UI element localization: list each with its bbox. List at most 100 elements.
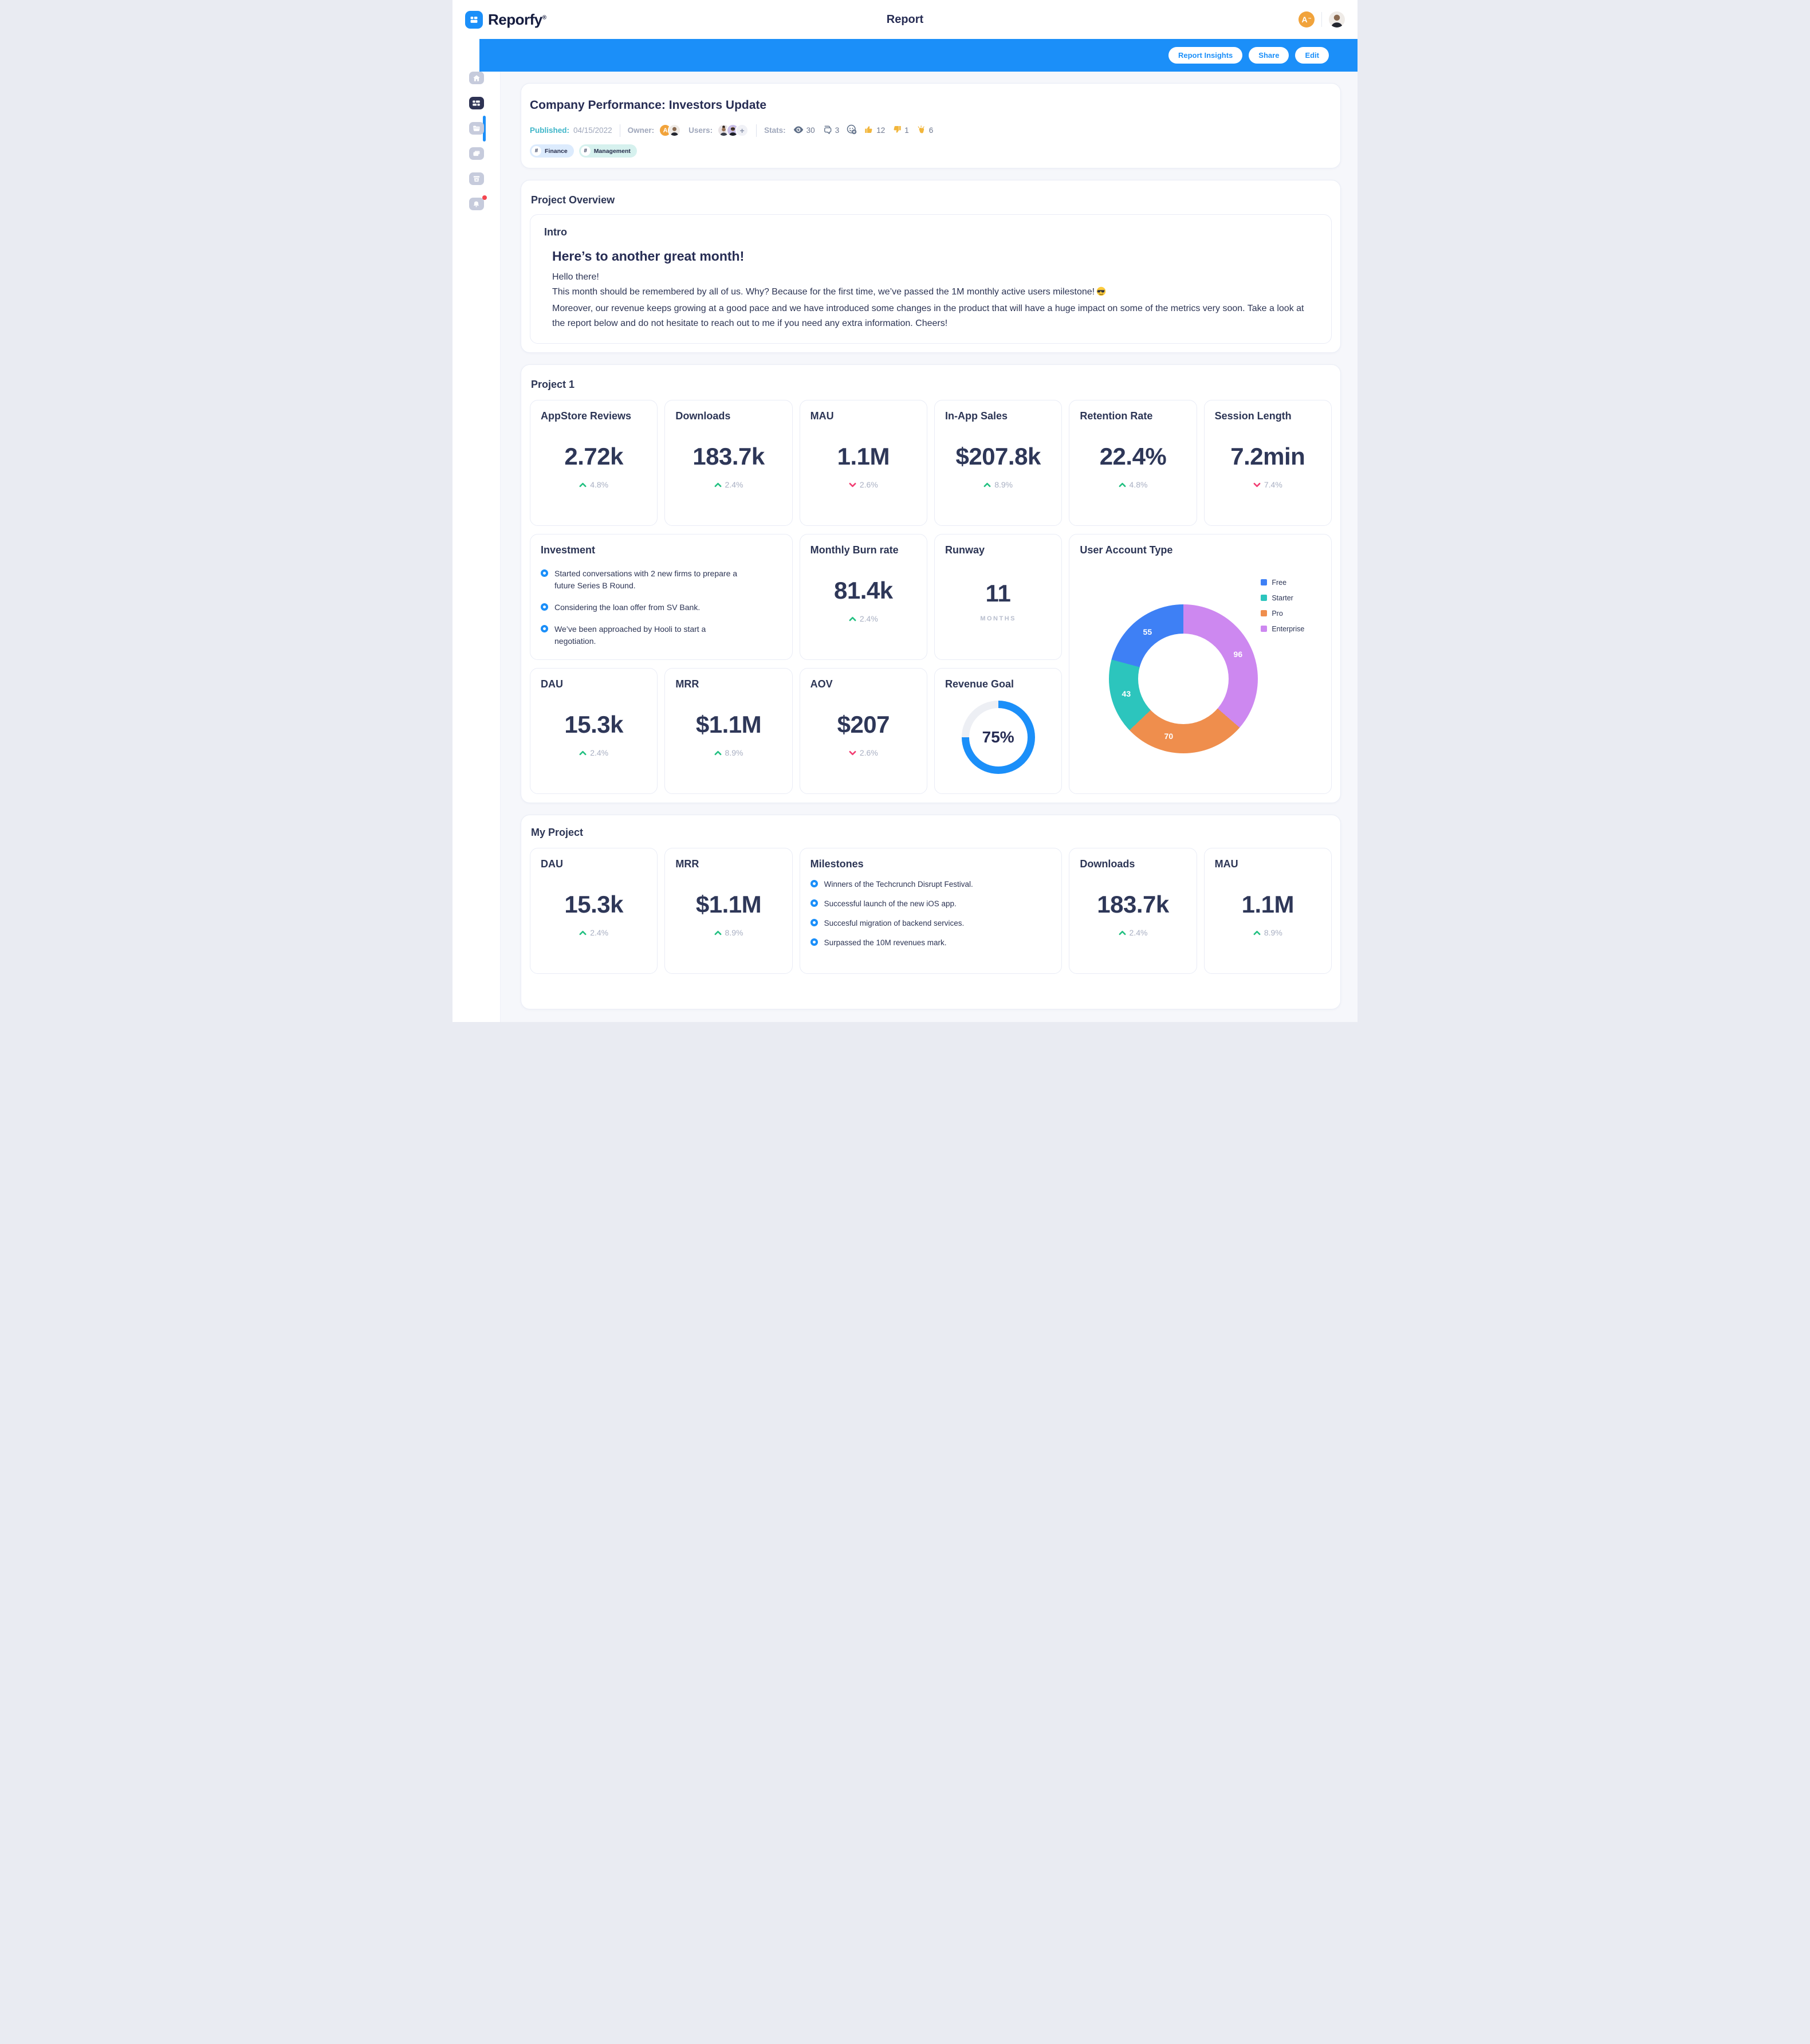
runway-label: Runway — [945, 544, 985, 556]
legend-swatch — [1261, 579, 1268, 585]
metric-delta: 8.9% — [714, 928, 743, 937]
add-reaction-button[interactable] — [847, 124, 857, 136]
account-type-donut-chart: 55 43 70 96 — [1109, 604, 1258, 753]
edit-button[interactable]: Edit — [1295, 47, 1329, 64]
active-item-indicator — [482, 116, 486, 141]
thumbs-up-icon — [864, 125, 873, 136]
legend-swatch — [1261, 595, 1268, 601]
sidebar-item-notifications[interactable] — [469, 195, 487, 210]
bullet-icon — [810, 919, 818, 926]
notification-badge — [482, 195, 487, 200]
user-avatar[interactable] — [1329, 11, 1345, 27]
metric-delta: 8.9% — [1253, 928, 1282, 937]
sidebar-item-projects[interactable] — [469, 122, 484, 135]
metric-delta: 7.4% — [1253, 480, 1282, 489]
metric-delta: 2.6% — [849, 748, 878, 757]
thumbs-down-reaction[interactable]: 1 — [892, 125, 909, 136]
bell-icon — [473, 201, 480, 208]
folder-icon — [473, 125, 481, 132]
metric-label: Monthly Burn rate — [810, 544, 899, 556]
workspace-avatar[interactable]: A ™ — [1299, 11, 1315, 27]
list-item: Started conversations with 2 new firms t… — [541, 568, 738, 592]
metric-card-monthly-burn-rate: Monthly Burn rate 81.4k 2.4% — [799, 534, 927, 660]
archive-box-icon — [473, 175, 481, 183]
metric-value: 183.7k — [692, 443, 765, 470]
bullet-icon — [810, 938, 818, 946]
section-title-project-1: Project 1 — [531, 379, 575, 390]
report-action-bar: Report Insights Share Edit — [479, 39, 1358, 72]
metric-value: $207 — [837, 711, 890, 738]
metric-delta: 2.4% — [849, 614, 878, 623]
milestones-card: Milestones Winners of the Techcrunch Dis… — [799, 848, 1063, 974]
intro-paragraph-1: This month should be remembered by all o… — [552, 285, 1317, 301]
chart-legend: Free Starter Pro Enterprise — [1261, 575, 1304, 636]
metric-value: 1.1M — [837, 443, 890, 470]
trend-down-icon — [849, 482, 856, 487]
metric-label: AppStore Reviews — [541, 410, 632, 422]
tag-management[interactable]: # Management — [579, 144, 637, 158]
metric-label: Downloads — [1080, 858, 1135, 870]
metric-value: $207.8k — [955, 443, 1041, 470]
project-overview-section: Project Overview Intro Here’s to another… — [521, 180, 1341, 353]
intro-body: Hello there! This month should be rememb… — [552, 270, 1317, 331]
metric-card-downloads: Downloads 183.7k 2.4% — [664, 400, 793, 526]
thumbs-up-reaction[interactable]: 12 — [864, 125, 885, 136]
trend-down-icon — [849, 750, 856, 755]
bullet-icon — [541, 625, 548, 632]
trend-up-icon — [1253, 930, 1261, 935]
trend-up-icon — [1119, 482, 1126, 487]
sunglasses-emoji-icon — [1096, 286, 1106, 301]
trend-up-icon — [579, 930, 587, 935]
header-divider — [1321, 12, 1322, 27]
tag-finance[interactable]: # Finance — [530, 144, 574, 158]
investment-label: Investment — [541, 544, 596, 556]
metric-delta: 2.4% — [579, 748, 608, 757]
clap-reaction[interactable]: 6 — [916, 125, 933, 136]
intro-card-label: Intro — [544, 226, 567, 238]
report-insights-button[interactable]: Report Insights — [1168, 47, 1243, 64]
metric-card-dau: DAU 15.3k 2.4% — [530, 668, 658, 794]
milestones-list: Winners of the Techcrunch Disrupt Festiv… — [810, 878, 1052, 956]
revenue-goal-card: Revenue Goal 75% — [934, 668, 1063, 794]
legend-swatch — [1261, 626, 1268, 632]
sidebar-item-report[interactable] — [469, 97, 486, 141]
user-account-type-card: User Account Type 55 43 70 96 Free Start… — [1069, 534, 1332, 794]
add-reaction-icon — [847, 124, 857, 136]
views-count: 30 — [806, 126, 815, 135]
brand-logo[interactable]: Reporfy® — [465, 10, 546, 29]
share-button[interactable]: Share — [1249, 47, 1289, 64]
left-sidebar — [453, 39, 501, 1022]
metric-value: $1.1M — [695, 891, 762, 918]
intro-card: Intro Here’s to another great month! Hel… — [530, 214, 1332, 344]
metric-label: Session Length — [1214, 410, 1292, 422]
brand-name: Reporfy® — [488, 10, 546, 28]
owner-avatars[interactable]: A — [659, 124, 682, 137]
runway-card: Runway 11 MONTHS — [934, 534, 1063, 660]
metric-label: DAU — [541, 858, 563, 870]
sidebar-item-templates[interactable] — [469, 147, 484, 160]
donut-value-pro: 70 — [1164, 732, 1174, 741]
sidebar-item-home[interactable] — [469, 72, 484, 84]
metric-card-mrr-2: MRR $1.1M 8.9% — [664, 848, 793, 974]
legend-item-free: Free — [1261, 575, 1304, 590]
metric-value: 1.1M — [1241, 891, 1294, 918]
home-icon — [473, 74, 481, 82]
report-header-card: Company Performance: Investors Update Pu… — [521, 83, 1341, 168]
trend-up-icon — [579, 750, 587, 755]
views-stat[interactable]: 30 — [793, 126, 815, 135]
comments-stat[interactable]: 3 — [823, 125, 840, 136]
runway-value: 11 — [985, 579, 1011, 607]
metric-label: Downloads — [675, 410, 731, 422]
add-user-button[interactable]: + — [735, 124, 749, 137]
intro-greeting: Hello there! — [552, 272, 599, 282]
comments-count: 3 — [835, 126, 840, 135]
runway-unit: MONTHS — [980, 615, 1016, 622]
metric-delta: 2.4% — [1119, 928, 1147, 937]
sidebar-item-archive[interactable] — [469, 172, 484, 185]
project-1-section: Project 1 AppStore Reviews 2.72k 4.8% Do… — [521, 364, 1341, 803]
metric-label: MRR — [675, 678, 699, 690]
metric-card-aov: AOV $207 2.6% — [799, 668, 927, 794]
metric-card-retention-rate: Retention Rate 22.4% 4.8% — [1069, 400, 1197, 526]
metric-card-mrr: MRR $1.1M 8.9% — [664, 668, 793, 794]
metric-card-downloads-2: Downloads 183.7k 2.4% — [1069, 848, 1197, 974]
